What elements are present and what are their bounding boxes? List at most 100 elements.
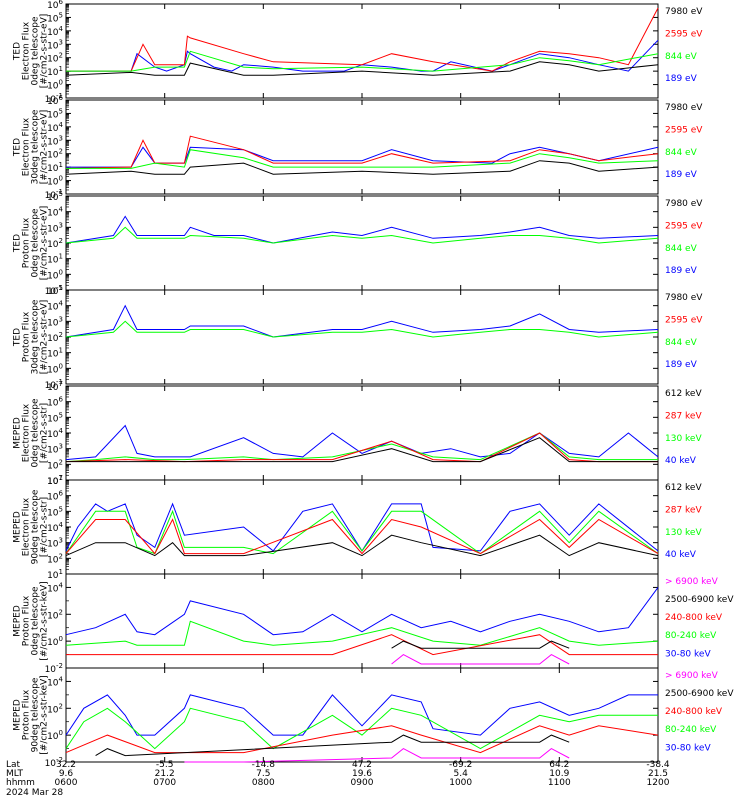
y-tick-label: 105	[47, 11, 63, 24]
y-tick-label: 101	[47, 161, 63, 174]
y-tick-label: 101	[47, 474, 63, 487]
x-tick-hhmm: 0800	[252, 778, 275, 788]
legend-entry: 844 eV	[665, 52, 698, 62]
series-line	[65, 694, 658, 736]
y-tick-label: 104	[47, 121, 63, 134]
y-axis-label: TEDProton Flux0deg telescope[#/cm2-s-str…	[13, 206, 50, 281]
series-line	[391, 640, 570, 649]
y-tick-label: 104	[47, 427, 63, 440]
series-line	[65, 320, 659, 338]
y-tick-label: 101	[47, 568, 63, 581]
x-tick-hhmm: 1000	[449, 778, 472, 788]
y-tick-label: 102	[47, 52, 63, 65]
legend-entry: 612 keV	[665, 389, 702, 399]
legend-entry: > 6900 keV	[665, 671, 719, 681]
legend-entry: 287 keV	[665, 411, 702, 421]
plot-frame	[65, 479, 659, 575]
y-tick-label: 103	[47, 443, 63, 456]
series-line	[66, 149, 659, 169]
x-row-label-lat: Lat	[6, 760, 21, 770]
legend-entry: 30-80 keV	[665, 743, 711, 753]
y-tick-label: 103	[47, 315, 63, 328]
series-line	[65, 215, 659, 244]
x-tick-mlt: 7.5	[256, 769, 270, 779]
legend-entry: 130 keV	[665, 528, 702, 538]
legend-entry: 189 eV	[665, 360, 698, 370]
x-row-label-mlt: MLT	[6, 769, 24, 779]
x-tick-hhmm: 0900	[351, 778, 374, 788]
y-axis-label: MEPEDElectron Flux0deg telescope[#/cm2-s…	[13, 398, 50, 468]
series-line	[95, 734, 570, 757]
legend-entry: 2595 eV	[665, 29, 703, 39]
y-tick-label: 100	[47, 175, 63, 188]
x-tick-hhmm: 0600	[55, 778, 78, 788]
series-line	[65, 226, 659, 244]
series-line	[65, 61, 659, 76]
y-tick-label: 103	[47, 134, 63, 147]
legend-entry: 2500-6900 keV	[665, 595, 734, 605]
legend-entry: 80-240 keV	[665, 725, 717, 735]
series-line	[65, 620, 659, 646]
y-tick-label: 104	[47, 521, 63, 534]
y-tick-label: 105	[47, 411, 63, 424]
legend-entry: 40 keV	[665, 456, 697, 466]
plot-frame	[65, 3, 659, 99]
y-tick-label: 102	[47, 702, 63, 715]
plot-frame	[65, 385, 659, 481]
legend-entry: 7980 eV	[665, 293, 703, 303]
legend-entry: 40 keV	[665, 550, 697, 560]
series-line	[65, 424, 659, 461]
x-tick-lat: 64.2	[549, 760, 569, 770]
panel-meped-e-90: 101 102 103 104 105 106 107 MEPEDElectron Flux9…	[13, 474, 703, 581]
x-tick-mlt: 10.9	[549, 769, 569, 779]
x-tick-lat: -69.2	[449, 760, 472, 770]
x-tick-lat: -5.5	[156, 760, 174, 770]
y-tick-label: 103	[47, 537, 63, 550]
series-line	[65, 502, 659, 552]
x-tick-mlt: 9.6	[59, 769, 74, 779]
legend-entry: > 6900 keV	[665, 577, 719, 587]
y-tick-label: 102	[47, 608, 63, 621]
x-tick-lat: 32.2	[56, 760, 76, 770]
y-axis-label: TEDElectron Flux0deg telescope[#/cm2-s-s…	[13, 14, 50, 89]
y-tick-label: 100	[47, 79, 63, 92]
x-tick-lat: -38.4	[646, 760, 670, 770]
y-tick-label: 107	[47, 380, 63, 393]
y-tick-label: 10-2	[45, 756, 63, 769]
y-tick-label: 104	[47, 581, 63, 594]
y-tick-label: 104	[47, 206, 63, 219]
legend-entry: 612 keV	[665, 483, 702, 493]
y-tick-label: 100	[47, 729, 63, 742]
panel-ted-p-30: 10-1 100 101 102 103 104 105 TEDProton Flux30de…	[13, 284, 704, 391]
y-tick-label: 105	[47, 190, 63, 203]
plot-frame	[65, 99, 659, 195]
series-line	[66, 50, 659, 72]
series-line	[66, 634, 658, 656]
x-tick-mlt: 21.2	[155, 769, 175, 779]
y-tick-label: 103	[47, 221, 63, 234]
x-tick-lat: -14.8	[252, 760, 276, 770]
y-tick-label: 106	[47, 396, 63, 409]
y-tick-label: 105	[47, 284, 63, 297]
x-tick-hhmm: 1100	[548, 778, 571, 788]
y-tick-label: 103	[47, 38, 63, 51]
legend-entry: 189 eV	[665, 266, 698, 276]
y-axis-label: MEPEDElectron Flux90deg telescope[#/cm2-…	[13, 489, 50, 564]
y-tick-label: 101	[47, 347, 63, 360]
legend-entry: 2595 eV	[665, 315, 703, 325]
y-axis-label: TEDProton Flux30deg telescope[#/cm2-s-st…	[13, 299, 50, 374]
x-tick-mlt: 21.5	[648, 769, 668, 779]
legend-entry: 7980 eV	[665, 7, 703, 17]
plot-frame	[65, 195, 659, 291]
series-line	[66, 146, 659, 168]
y-tick-label: 100	[47, 268, 63, 281]
legend-entry: 240-800 keV	[665, 707, 723, 717]
y-tick-label: 100	[47, 362, 63, 375]
y-tick-label: 102	[47, 552, 63, 565]
series-line	[65, 160, 659, 175]
